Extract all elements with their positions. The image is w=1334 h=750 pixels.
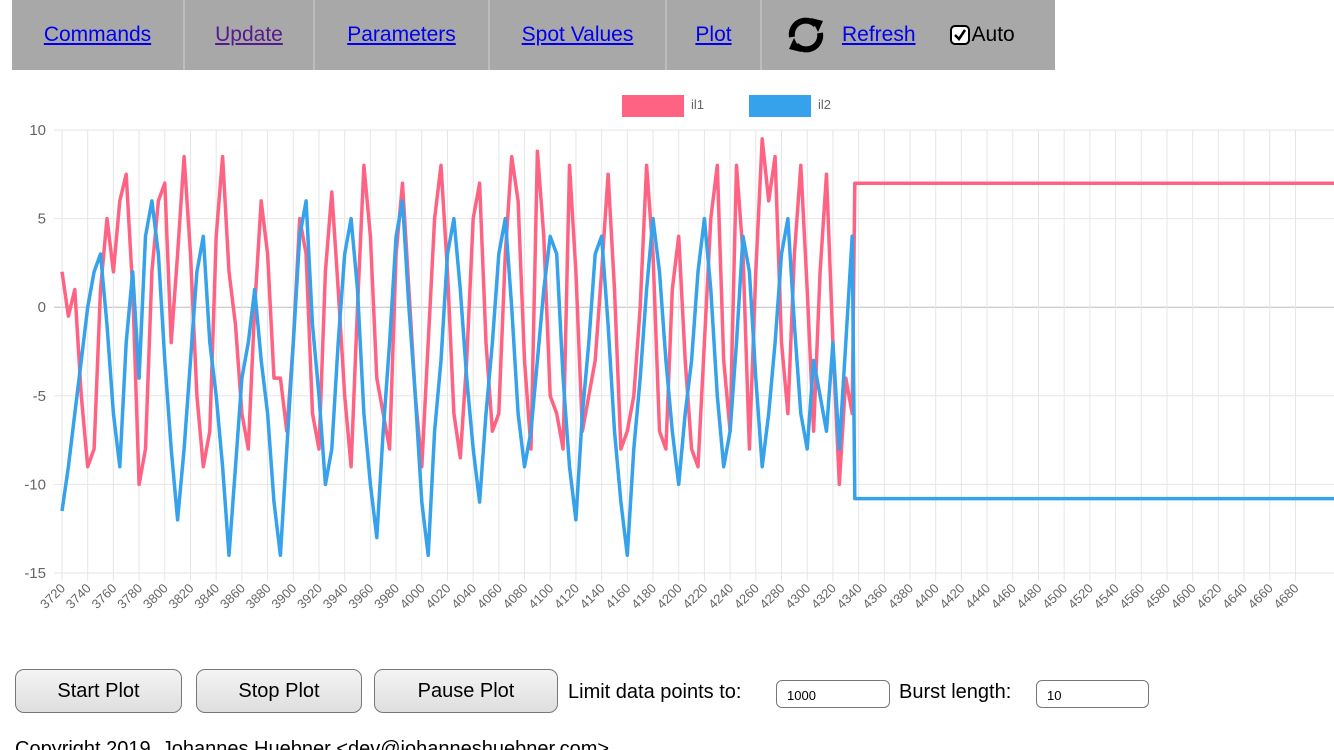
nav-cell: Commands [12, 0, 185, 70]
nav-cell: Plot [667, 0, 762, 70]
y-tick-label: 5 [38, 211, 46, 228]
x-tick-label: 3800 [140, 581, 171, 612]
x-tick-label: 4140 [577, 581, 608, 612]
x-tick-label: 4300 [782, 581, 813, 612]
x-tick-label: 3780 [114, 581, 145, 612]
x-tick-label: 3960 [345, 581, 376, 612]
legend-swatch [622, 95, 684, 117]
nav-bar: Commands Update Parameters Spot Values P… [12, 0, 1055, 70]
x-tick-label: 4000 [397, 581, 428, 612]
x-tick-label: 4040 [448, 581, 479, 612]
x-tick-label: 4060 [474, 581, 505, 612]
x-tick-label: 4320 [808, 581, 839, 612]
x-tick-label: 3840 [191, 581, 222, 612]
x-tick-label: 4180 [628, 581, 659, 612]
x-tick-label: 4400 [911, 581, 942, 612]
refresh-icon[interactable] [784, 15, 828, 55]
x-tick-label: 4600 [1168, 581, 1199, 612]
x-tick-label: 4500 [1039, 581, 1070, 612]
x-tick-label: 4460 [988, 581, 1019, 612]
y-tick-label: 0 [38, 299, 46, 316]
data-line [60, 137, 1334, 487]
x-tick-label: 3880 [243, 581, 274, 612]
button[interactable]: Start Plot [15, 669, 182, 713]
nav-cell: Parameters [315, 0, 490, 70]
x-tick-label: 4560 [1116, 581, 1147, 612]
x-tick-label: 4240 [705, 581, 736, 612]
label: Burst length: [899, 681, 1012, 703]
y-tick-label: -15 [24, 565, 46, 582]
x-tick-label: 3980 [371, 581, 402, 612]
x-tick-label: 4020 [423, 581, 454, 612]
y-tick-label: -10 [24, 476, 46, 493]
footer: Copyright 2019, Johannes Huebner <dev@jo… [15, 738, 610, 750]
x-tick-label: 4520 [1065, 581, 1096, 612]
auto-checkbox[interactable] [949, 25, 970, 45]
x-tick-label: 4680 [1271, 581, 1302, 612]
x-tick-label: 4640 [1219, 581, 1250, 612]
x-tick-label: 4660 [1245, 581, 1276, 612]
x-tick-label: 4160 [602, 581, 633, 612]
label: Limit data points to: [568, 681, 742, 703]
x-tick-label: 4540 [1091, 581, 1122, 612]
x-tick-label: 4580 [1142, 581, 1173, 612]
legend-swatch [749, 95, 811, 117]
x-tick-label: 4220 [679, 581, 710, 612]
x-tick-label: 4080 [500, 581, 531, 612]
x-tick-label: 4380 [885, 581, 916, 612]
x-tick-label: 4200 [654, 581, 685, 612]
nav-link[interactable]: Plot [695, 23, 732, 46]
x-tick-label: 4280 [757, 581, 788, 612]
x-tick-label: 3760 [88, 581, 119, 612]
button[interactable]: Stop Plot [196, 669, 362, 713]
data-line [60, 199, 1334, 558]
x-tick-label: 3720 [37, 581, 68, 612]
auto-label: Auto [971, 23, 1015, 46]
y-tick-label: 10 [29, 122, 46, 139]
legend-label: il1 [691, 97, 704, 112]
x-tick-label: 3740 [63, 581, 94, 612]
nav-cell: Update [185, 0, 315, 70]
x-tick-label: 4620 [1193, 581, 1224, 612]
nav-cell: Refresh Auto [762, 0, 1055, 70]
x-tick-label: 4360 [859, 581, 890, 612]
x-tick-label: 3820 [166, 581, 197, 612]
x-tick-label: 4260 [731, 581, 762, 612]
text-input[interactable]: 1000 [776, 680, 890, 708]
nav-cell: Spot Values [490, 0, 667, 70]
refresh-link[interactable]: Refresh [842, 23, 916, 46]
x-tick-label: 4100 [525, 581, 556, 612]
button[interactable]: Pause Plot [374, 669, 558, 713]
x-tick-label: 4480 [1014, 581, 1045, 612]
nav-link[interactable]: Update [215, 23, 283, 46]
nav-link[interactable]: Parameters [347, 23, 456, 46]
y-tick-label: -5 [33, 388, 46, 405]
x-tick-label: 3860 [217, 581, 248, 612]
nav-link[interactable]: Spot Values [521, 23, 634, 46]
x-tick-label: 4440 [962, 581, 993, 612]
text-input[interactable]: 10 [1036, 680, 1149, 708]
x-tick-label: 4120 [551, 581, 582, 612]
legend-label: il2 [818, 97, 831, 112]
x-tick-label: 4340 [834, 581, 865, 612]
x-tick-label: 3900 [268, 581, 299, 612]
x-tick-label: 3920 [294, 581, 325, 612]
chart: -15 -10 -5 0 5 10 3720374037603780380038203840… [24, 95, 1334, 612]
nav-link[interactable]: Commands [43, 23, 152, 46]
x-tick-label: 4420 [936, 581, 967, 612]
x-tick-label: 3940 [320, 581, 351, 612]
